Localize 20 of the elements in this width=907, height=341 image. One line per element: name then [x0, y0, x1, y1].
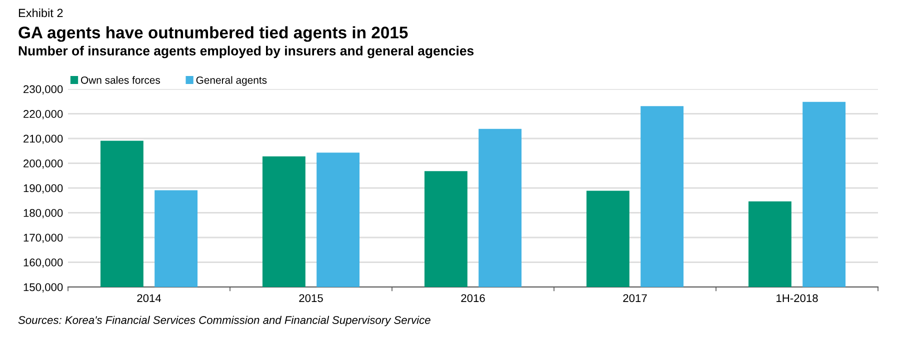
- legend-label: Own sales forces: [80, 76, 160, 84]
- chart-title: GA agents have outnumbered tied agents in 2015: [18, 26, 408, 42]
- y-tick-label: 200,000: [24, 160, 63, 169]
- x-tick-label: 2017: [623, 294, 647, 302]
- source-note: Sources: Korea's Financial Services Commission and Financial Supervisory Service: [18, 316, 430, 326]
- x-tick-label: 2014: [137, 294, 162, 302]
- y-tick-label: 160,000: [24, 258, 63, 268]
- chart-subtitle: Number of insurance agents employed by insurers and general agencies: [18, 46, 474, 58]
- y-tick-label: 220,000: [24, 110, 63, 120]
- x-tick-label: 2015: [299, 294, 323, 302]
- y-tick-label: 150,000: [24, 283, 63, 292]
- y-tick-label: 230,000: [24, 85, 63, 94]
- legend-label: General agents: [196, 76, 267, 86]
- y-tick-label: 210,000: [24, 134, 63, 144]
- y-tick-label: 190,000: [24, 184, 63, 194]
- x-tick-label: 1H-2018: [776, 294, 818, 302]
- text: Exhibit 2: [18, 8, 63, 18]
- x-tick-label: 2016: [461, 294, 485, 302]
- y-tick-label: 170,000: [24, 234, 63, 243]
- y-tick-label: 180,000: [24, 209, 63, 218]
